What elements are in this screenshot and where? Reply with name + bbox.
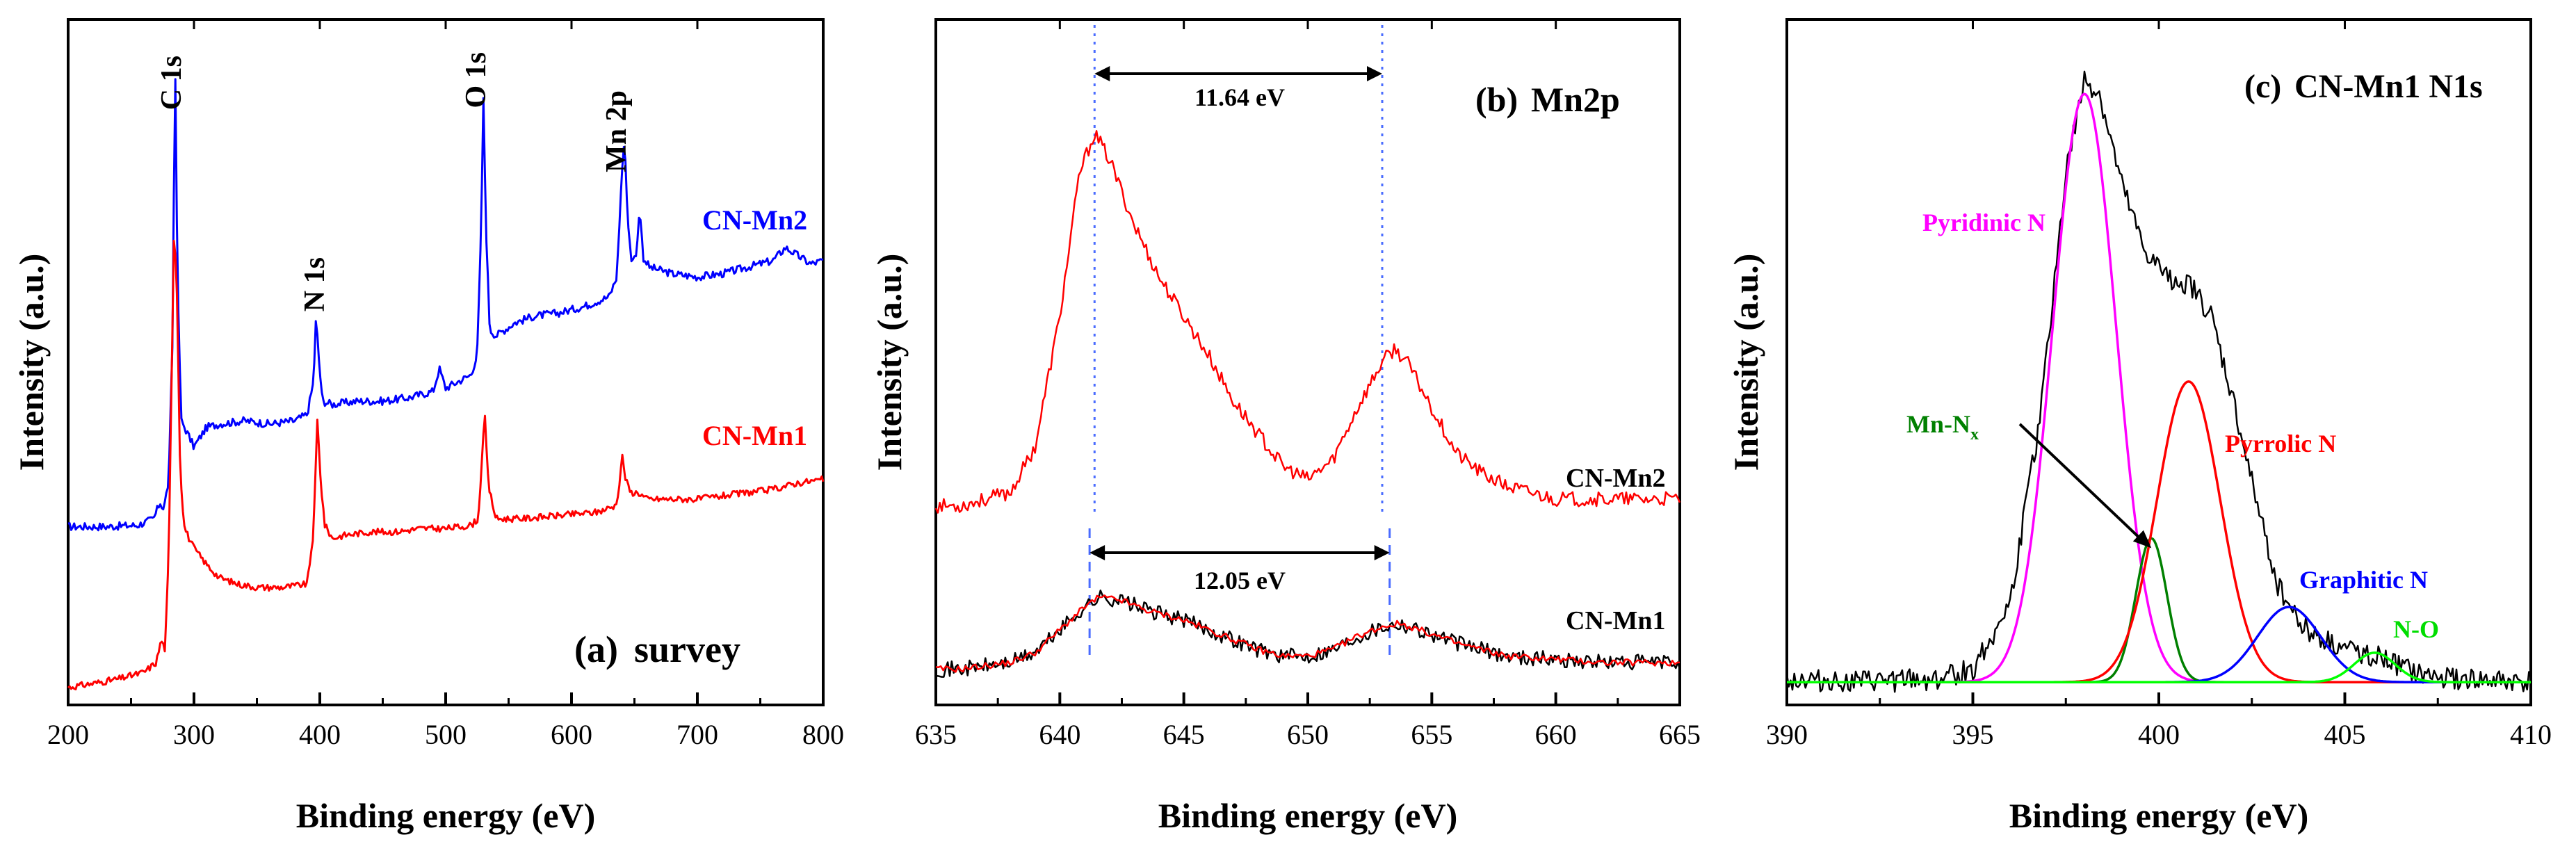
- x-tick-label: 200: [47, 719, 89, 750]
- x-tick-label: 410: [2510, 719, 2552, 750]
- peak-label-mn2p: Mn 2p: [601, 90, 633, 172]
- x-axis-label: Binding energy (eV): [1158, 796, 1458, 835]
- legend-label-cn-mn2: CN-Mn2: [702, 204, 807, 236]
- x-axis-ticks: 635 640 645 650 655 660 665: [915, 19, 1701, 750]
- peak-label-o1s: O 1s: [460, 52, 492, 108]
- series-line-measured: [1785, 70, 2532, 693]
- arrowhead: [1089, 545, 1105, 560]
- series-line-cn-mn2: [934, 130, 1681, 514]
- panel-survey: 200 300 400 500 600 700 800 Binding energy (eV…: [12, 18, 844, 835]
- y-axis-label: Intensity (a.u.): [870, 254, 909, 471]
- component-label-graphitic: Graphitic N: [2299, 566, 2428, 594]
- x-tick-label: 395: [1952, 719, 1994, 750]
- x-tick-label: 500: [425, 719, 467, 750]
- series-label-cn-mn1: CN-Mn1: [1566, 606, 1666, 635]
- x-tick-label: 640: [1039, 719, 1080, 750]
- x-tick-label: 665: [1659, 719, 1701, 750]
- arrowhead: [1367, 66, 1382, 81]
- x-axis-label: Binding energy (eV): [296, 796, 596, 835]
- arrowhead: [2132, 530, 2152, 549]
- plot-frame: [934, 18, 1681, 706]
- y-axis-label: Intensity (a.u.): [12, 254, 51, 471]
- component-line-no: [1787, 651, 2531, 683]
- component-label-pyridinic: Pyridinic N: [1922, 209, 2046, 236]
- series-label-cn-mn2: CN-Mn2: [1566, 464, 1666, 493]
- x-axis-ticks: 390 395 400 405 410: [1766, 19, 2552, 750]
- x-axis-ticks: 200 300 400 500 600 700 800: [47, 19, 844, 750]
- series-group: [1785, 70, 2532, 693]
- y-axis-label: Intensity (a.u.): [1726, 254, 1765, 471]
- x-tick-label: 655: [1411, 719, 1452, 750]
- x-tick-label: 635: [915, 719, 957, 750]
- component-line-pyridinic: [1787, 92, 2531, 683]
- x-tick-label: 800: [802, 719, 844, 750]
- plot-frame: [67, 18, 825, 706]
- component-label-mn-nx: Mn-Nx: [1906, 410, 1979, 444]
- panel-letter: (b): [1475, 80, 1518, 119]
- arrow-shaft: [2018, 423, 2146, 544]
- x-tick-label: 300: [173, 719, 215, 750]
- x-tick-label: 700: [677, 719, 718, 750]
- arrowhead: [1374, 545, 1390, 560]
- component-line-mn-nx: [1787, 537, 2531, 683]
- panel-title: CN-Mn1 N1s: [2294, 68, 2483, 105]
- x-axis-label: Binding energy (eV): [2009, 796, 2309, 835]
- panel-letter: (c): [2244, 68, 2281, 105]
- arrowhead: [1094, 66, 1110, 81]
- x-tick-label: 390: [1766, 719, 1808, 750]
- panel-title: Mn2p: [1531, 80, 1620, 119]
- x-tick-label: 645: [1163, 719, 1205, 750]
- component-label-pyrrolic: Pyrrolic N: [2225, 430, 2336, 457]
- peak-label-n1s: N 1s: [299, 257, 331, 311]
- legend-label-cn-mn1: CN-Mn1: [702, 420, 807, 451]
- panel-title: survey: [634, 628, 740, 670]
- component-label-no: N-O: [2393, 615, 2439, 643]
- peak-label-c1s: C 1s: [156, 56, 188, 110]
- plot-frame: [1785, 18, 2532, 706]
- splitting-guides: [1088, 25, 1391, 660]
- series-line-cn-mn1: [67, 239, 825, 690]
- series-group: [67, 78, 825, 690]
- panel-mn2p: 635 640 645 650 655 660 665 Binding energy (eV…: [870, 18, 1701, 835]
- panel-n1s: 390 395 400 405 410 Binding energy (eV) Inte…: [1726, 18, 2552, 835]
- series-line-cn-mn1-raw: [935, 590, 1681, 678]
- splitting-label-lower: 12.05 eV: [1194, 567, 1286, 594]
- x-tick-label: 650: [1287, 719, 1329, 750]
- x-tick-label: 660: [1535, 719, 1577, 750]
- mn-nx-arrow: [2018, 423, 2152, 549]
- series-group: [934, 130, 1681, 678]
- panel-letter: (a): [574, 628, 618, 670]
- x-tick-label: 600: [551, 719, 592, 750]
- x-tick-label: 400: [299, 719, 341, 750]
- mn-n-text: Mn-N: [1906, 410, 1970, 438]
- splitting-label-upper: 11.64 eV: [1194, 83, 1285, 111]
- x-tick-label: 400: [2138, 719, 2180, 750]
- series-line-cn-mn1: [935, 594, 1680, 673]
- x-tick-label: 405: [2324, 719, 2366, 750]
- mn-n-subscript: x: [1970, 425, 1979, 444]
- series-line-cn-mn2: [67, 78, 824, 532]
